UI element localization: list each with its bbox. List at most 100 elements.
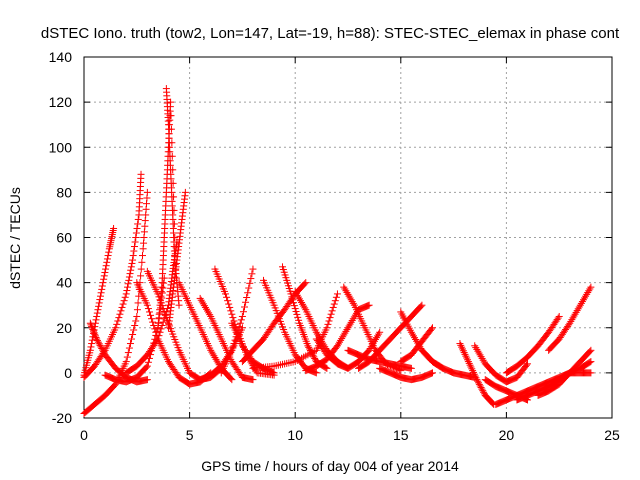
- data-point: [116, 310, 124, 318]
- data-point: [132, 317, 140, 325]
- data-point: [471, 372, 479, 380]
- data-point: [125, 344, 133, 352]
- data-point: [246, 279, 254, 287]
- data-point: [161, 310, 169, 318]
- data-point: [237, 316, 245, 324]
- data-point: [128, 335, 136, 343]
- data-point: [346, 294, 354, 302]
- data-point: [134, 220, 142, 228]
- data-point: [202, 305, 210, 313]
- data-point: [327, 310, 335, 318]
- data-point: [158, 321, 166, 329]
- data-point: [134, 299, 142, 307]
- data-point: [91, 330, 99, 338]
- data-point: [407, 328, 415, 336]
- data-point: [102, 262, 110, 270]
- data-point: [160, 308, 168, 316]
- data-point: [229, 314, 237, 322]
- data-point: [99, 279, 107, 287]
- data-point: [228, 310, 236, 318]
- data-point: [572, 308, 580, 316]
- data-point: [125, 276, 133, 284]
- data-point: [157, 325, 165, 333]
- data-point: [376, 328, 384, 336]
- data-point: [96, 341, 104, 349]
- data-point: [152, 328, 160, 336]
- data-point: [332, 293, 340, 301]
- data-point: [476, 351, 484, 359]
- data-point: [488, 399, 496, 407]
- data-point: [555, 312, 563, 320]
- data-point: [98, 282, 106, 290]
- data-point: [120, 297, 128, 305]
- data-point: [115, 314, 123, 322]
- data-point: [479, 387, 487, 395]
- data-point: [324, 320, 332, 328]
- data-point: [97, 289, 105, 297]
- data-point: [99, 346, 107, 354]
- data-point: [98, 285, 106, 293]
- data-point: [88, 324, 96, 332]
- data-point: [477, 353, 485, 361]
- data-point: [113, 320, 121, 328]
- data-point: [583, 290, 591, 298]
- data-point: [409, 332, 417, 340]
- data-point: [305, 343, 313, 351]
- data-point: [554, 314, 562, 322]
- data-point: [575, 303, 583, 311]
- grid: [84, 57, 612, 418]
- data-point: [326, 314, 334, 322]
- data-point: [346, 320, 354, 328]
- data-point: [249, 265, 257, 273]
- data-point: [462, 352, 470, 360]
- data-point: [348, 317, 356, 325]
- data-point: [162, 313, 170, 321]
- data-point: [567, 317, 575, 325]
- data-point: [159, 284, 167, 292]
- data-point: [299, 300, 307, 308]
- data-point: [228, 346, 236, 354]
- data-point: [464, 356, 472, 364]
- x-tick-label: 15: [393, 427, 409, 443]
- data-point: [474, 347, 482, 355]
- data-point: [99, 348, 107, 356]
- data-point: [340, 283, 348, 291]
- data-point: [288, 293, 296, 301]
- data-point: [322, 364, 330, 372]
- data-point: [473, 345, 481, 353]
- data-point: [467, 363, 475, 371]
- data-point: [293, 291, 301, 299]
- data-point: [127, 266, 135, 274]
- data-point: [241, 303, 249, 311]
- data-point: [131, 238, 139, 246]
- data-point: [577, 299, 585, 307]
- data-point: [586, 358, 594, 366]
- data-point: [125, 273, 133, 281]
- data-point: [412, 335, 420, 343]
- x-tick-label: 20: [499, 427, 515, 443]
- data-point: [342, 327, 350, 335]
- data-point: [236, 319, 244, 327]
- data-point: [206, 311, 214, 319]
- data-point: [301, 304, 309, 312]
- data-point: [349, 315, 357, 323]
- data-point: [471, 342, 479, 350]
- data-point: [339, 333, 347, 341]
- data-point: [90, 327, 98, 335]
- data-point: [154, 290, 162, 298]
- data-point: [295, 295, 303, 303]
- data-point: [130, 243, 138, 251]
- data-point: [211, 354, 219, 362]
- data-point: [292, 289, 300, 297]
- data-point: [227, 375, 235, 383]
- data-point: [123, 287, 131, 295]
- chart-title: dSTEC Iono. truth (tow2, Lon=147, Lat=-1…: [41, 25, 620, 42]
- data-point: [139, 252, 147, 260]
- data-point: [144, 358, 152, 366]
- x-tick-label: 5: [186, 427, 194, 443]
- y-tick-label: 140: [49, 49, 73, 65]
- data-point: [210, 352, 218, 360]
- data-point: [345, 322, 353, 330]
- data-point: [459, 347, 467, 355]
- data-point: [301, 280, 309, 288]
